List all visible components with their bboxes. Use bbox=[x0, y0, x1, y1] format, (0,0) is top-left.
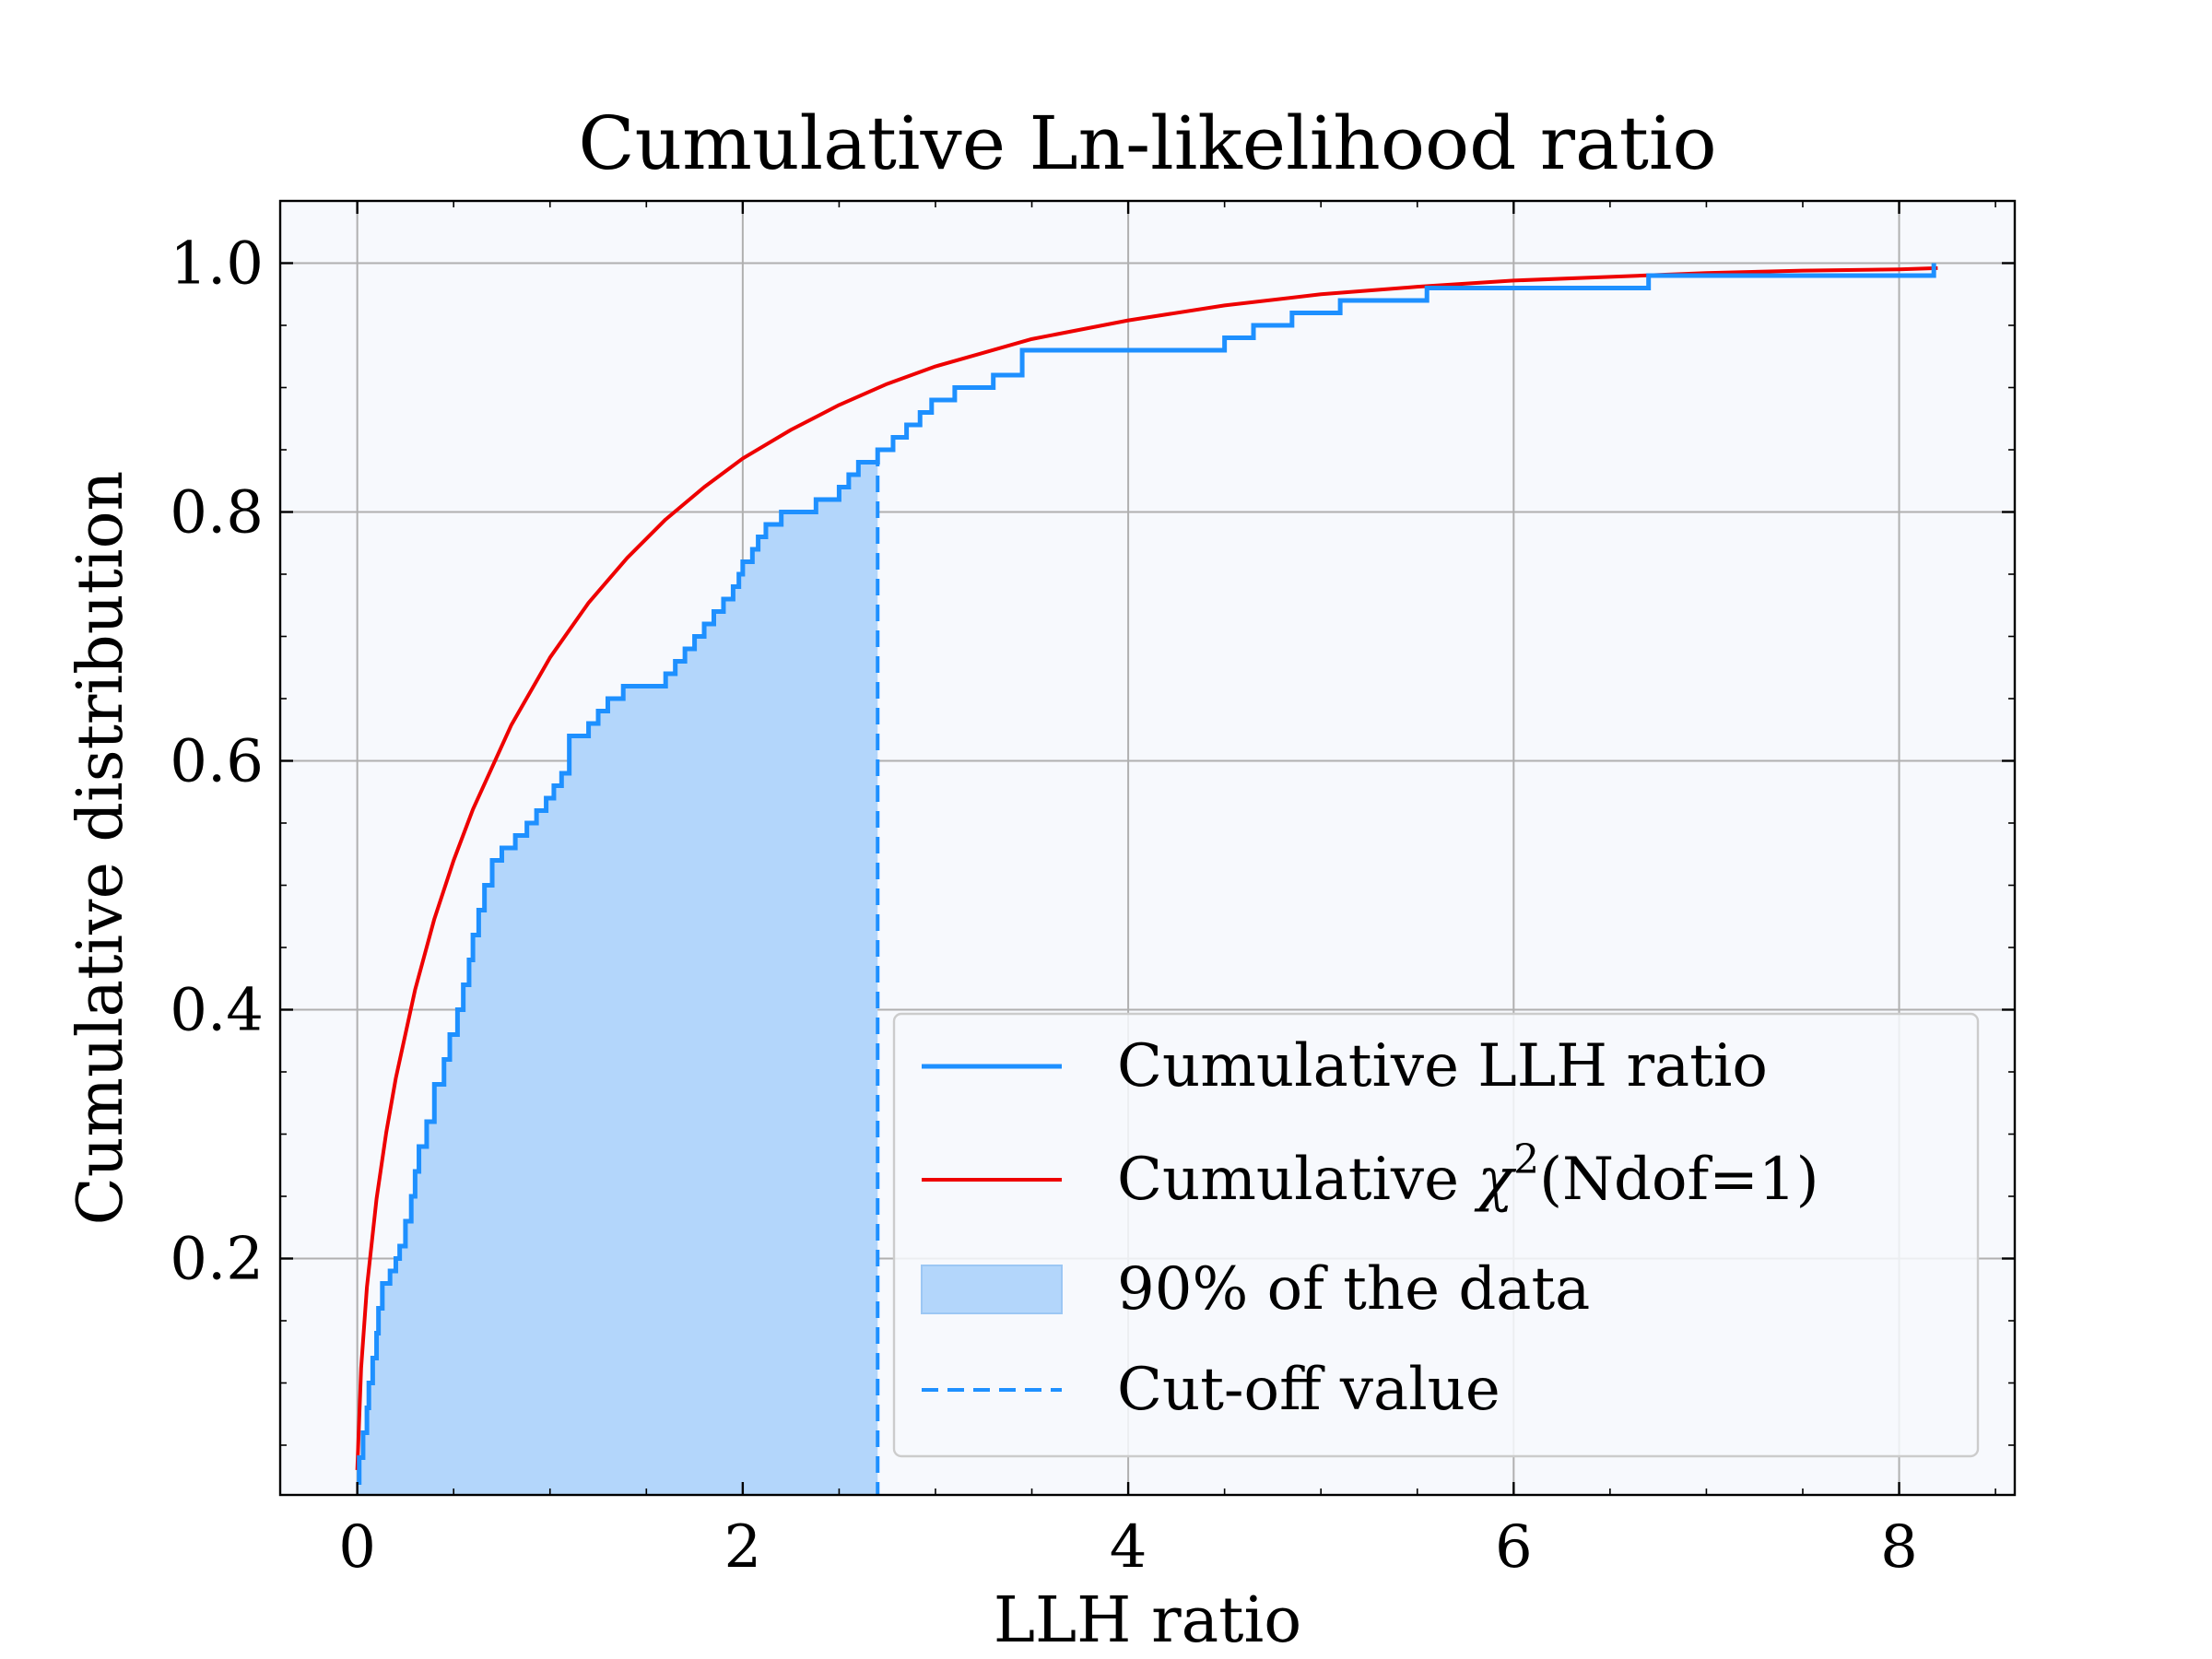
legend-chi2-symbol: χ bbox=[1474, 1146, 1516, 1214]
x-tick-label-0: 0 bbox=[338, 1513, 376, 1582]
axis-ticks: 0 2 4 6 8 0.2 0.4 0.6 0.8 1.0 bbox=[170, 201, 2015, 1582]
x-tick-label-2: 4 bbox=[1110, 1513, 1147, 1582]
x-axis-label: LLH ratio bbox=[994, 1584, 1301, 1657]
x-tick-label-4: 8 bbox=[1880, 1513, 1918, 1582]
y-tick-label-3: 0.8 bbox=[170, 479, 264, 547]
x-tick-label-3: 6 bbox=[1495, 1513, 1533, 1582]
legend: Cumulative LLH ratio Cumulative χ2(Ndof=… bbox=[892, 1012, 1980, 1458]
legend-fill-label: 90% of the data bbox=[1117, 1255, 1590, 1324]
series-layer bbox=[355, 263, 1938, 1485]
llh-step-line bbox=[357, 263, 1936, 1485]
legend-llh-label: Cumulative LLH ratio bbox=[1117, 1032, 1768, 1100]
chart-title: Cumulative Ln-likelihood ratio bbox=[578, 100, 1716, 186]
fill-area-layer bbox=[357, 450, 880, 1495]
x-tick-label-1: 2 bbox=[724, 1513, 762, 1582]
y-axis-label: Cumulative distribution bbox=[65, 471, 137, 1226]
legend-fill-swatch bbox=[921, 1265, 1063, 1314]
legend-chi2-prefix: Cumulative bbox=[1117, 1146, 1477, 1214]
chi2-curve bbox=[355, 265, 1938, 1471]
y-tick-label-2: 0.6 bbox=[170, 728, 264, 796]
fill-90-percent bbox=[357, 450, 878, 1495]
legend-frame bbox=[892, 1012, 1980, 1458]
legend-chi2-superscript: 2 bbox=[1513, 1136, 1539, 1183]
legend-chi2-label: Cumulative χ2(Ndof=1) bbox=[1117, 1136, 1819, 1214]
y-tick-label-4: 1.0 bbox=[170, 230, 264, 299]
y-tick-label-1: 0.4 bbox=[170, 977, 264, 1045]
legend-cutoff-label: Cut-off value bbox=[1117, 1356, 1500, 1424]
legend-chi2-suffix: (Ndof=1) bbox=[1539, 1146, 1818, 1214]
y-tick-label-0: 0.2 bbox=[170, 1226, 264, 1294]
plot-frame bbox=[278, 199, 2017, 1497]
